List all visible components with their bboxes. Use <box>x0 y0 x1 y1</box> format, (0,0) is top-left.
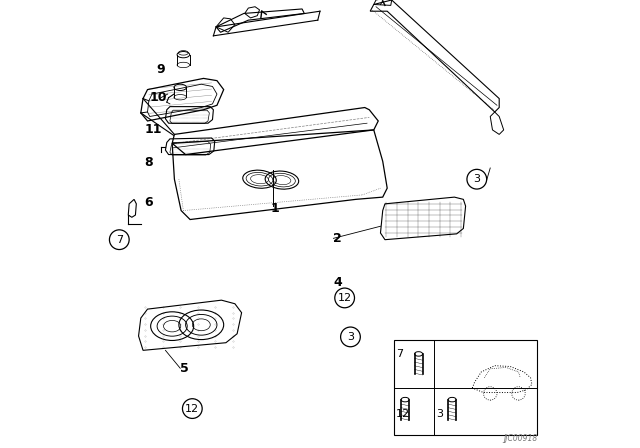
Text: 12: 12 <box>396 409 410 419</box>
Text: 2: 2 <box>333 232 342 245</box>
Text: 7: 7 <box>396 349 403 359</box>
Text: 9: 9 <box>157 63 165 76</box>
Text: 3: 3 <box>436 409 444 419</box>
Text: 10: 10 <box>150 91 167 104</box>
Text: 3: 3 <box>347 332 354 342</box>
Text: 7: 7 <box>116 235 123 245</box>
Text: 12: 12 <box>185 404 200 414</box>
Text: 6: 6 <box>145 196 153 209</box>
Text: 3: 3 <box>474 174 480 184</box>
Text: 5: 5 <box>180 362 189 375</box>
Text: 1: 1 <box>271 202 280 215</box>
Text: 12: 12 <box>337 293 352 303</box>
Text: JJC00918: JJC00918 <box>503 434 538 443</box>
Bar <box>394 340 538 435</box>
Text: 8: 8 <box>145 155 153 169</box>
Text: 4: 4 <box>333 276 342 289</box>
Text: 11: 11 <box>145 123 162 137</box>
